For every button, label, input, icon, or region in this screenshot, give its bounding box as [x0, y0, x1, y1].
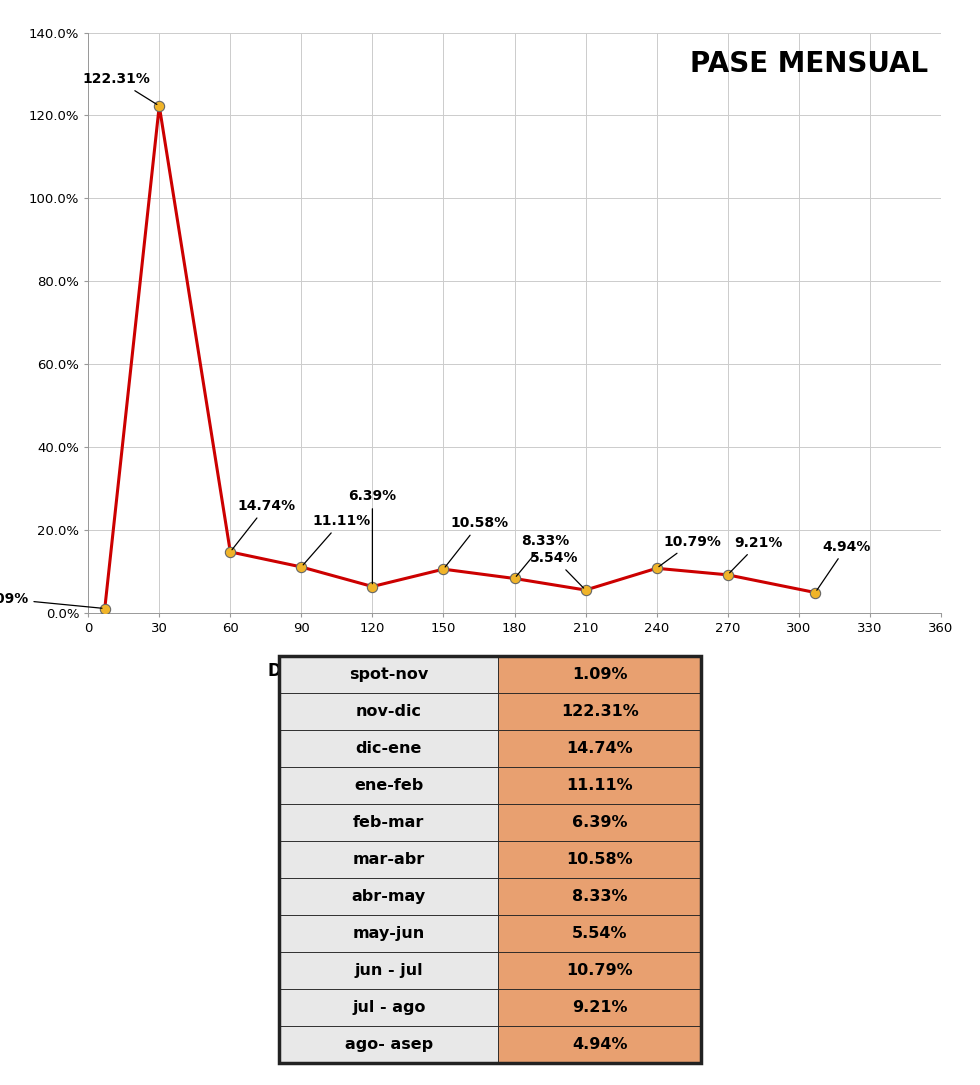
Bar — [499, 730, 701, 767]
Text: 11.11%: 11.11% — [303, 514, 370, 565]
Text: 4.94%: 4.94% — [571, 1037, 627, 1052]
Point — [435, 561, 451, 578]
Bar — [279, 804, 499, 841]
Bar — [279, 841, 499, 879]
Text: feb-mar: feb-mar — [353, 815, 424, 830]
Point — [507, 570, 522, 587]
Text: PASE MENSUAL: PASE MENSUAL — [690, 50, 928, 78]
Bar — [279, 1026, 499, 1063]
Bar — [279, 990, 499, 1026]
Text: jun - jul: jun - jul — [355, 963, 423, 979]
Text: 8.33%: 8.33% — [571, 890, 627, 905]
Text: may-jun: may-jun — [353, 927, 425, 942]
Text: 122.31%: 122.31% — [83, 73, 157, 104]
Point — [97, 600, 113, 617]
Bar — [499, 879, 701, 916]
Bar — [279, 879, 499, 916]
Point — [151, 98, 167, 115]
Text: 4.94%: 4.94% — [817, 539, 870, 590]
Text: 1.09%: 1.09% — [571, 667, 627, 682]
Bar — [279, 656, 499, 693]
Bar — [279, 767, 499, 804]
Text: ene-feb: ene-feb — [354, 778, 423, 793]
Point — [649, 560, 664, 577]
Point — [808, 584, 823, 601]
Text: mar-abr: mar-abr — [353, 853, 425, 867]
Text: 14.74%: 14.74% — [566, 741, 633, 756]
Point — [578, 582, 594, 599]
Point — [222, 544, 238, 561]
Text: 122.31%: 122.31% — [561, 704, 638, 719]
Text: ago- asep: ago- asep — [345, 1037, 433, 1052]
Bar — [499, 767, 701, 804]
Bar — [499, 804, 701, 841]
Bar — [279, 953, 499, 990]
Text: 8.33%: 8.33% — [516, 534, 569, 576]
Text: 11.11%: 11.11% — [566, 778, 633, 793]
Text: 10.79%: 10.79% — [659, 535, 721, 566]
Bar — [499, 656, 701, 693]
Text: 10.79%: 10.79% — [566, 963, 633, 979]
Text: 10.58%: 10.58% — [445, 516, 509, 567]
Text: 10.58%: 10.58% — [566, 853, 633, 867]
Text: 5.54%: 5.54% — [530, 551, 584, 588]
Text: 5.54%: 5.54% — [571, 927, 627, 942]
Bar — [499, 1026, 701, 1063]
Bar — [499, 916, 701, 953]
Point — [365, 578, 380, 596]
Text: 6.39%: 6.39% — [348, 489, 397, 584]
Text: abr-may: abr-may — [352, 890, 426, 905]
Point — [294, 559, 310, 576]
Bar — [499, 990, 701, 1026]
Point — [719, 566, 735, 584]
Text: DIAS AL VENCIMIENTO: DIAS AL VENCIMIENTO — [268, 662, 477, 680]
Bar — [279, 916, 499, 953]
Text: 6.39%: 6.39% — [571, 815, 627, 830]
Bar — [499, 693, 701, 730]
Text: jul - ago: jul - ago — [352, 1000, 425, 1016]
Text: 1.09%: 1.09% — [0, 591, 102, 609]
Text: 9.21%: 9.21% — [571, 1000, 627, 1016]
Text: 14.74%: 14.74% — [232, 499, 295, 550]
Bar — [279, 730, 499, 767]
Bar — [499, 841, 701, 879]
Text: spot-nov: spot-nov — [349, 667, 428, 682]
Text: 9.21%: 9.21% — [729, 536, 783, 573]
Bar — [279, 693, 499, 730]
Text: dic-ene: dic-ene — [356, 741, 422, 756]
Text: nov-dic: nov-dic — [356, 704, 421, 719]
Bar — [499, 953, 701, 990]
